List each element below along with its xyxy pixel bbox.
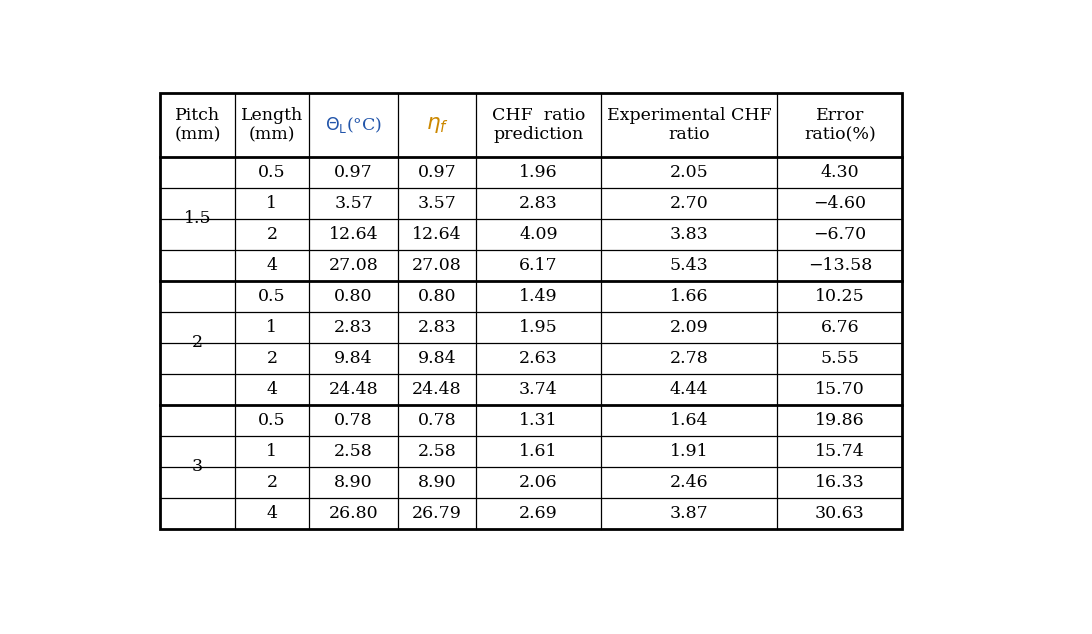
Text: 2.46: 2.46 (669, 474, 709, 491)
Text: 1.64: 1.64 (669, 411, 709, 429)
Text: 1.5: 1.5 (183, 210, 211, 227)
Text: 4: 4 (266, 257, 277, 274)
Text: Error
ratio(%): Error ratio(%) (804, 107, 876, 143)
Text: 3.83: 3.83 (669, 226, 709, 243)
Text: −13.58: −13.58 (808, 257, 871, 274)
Text: 2.70: 2.70 (669, 195, 709, 212)
Text: 2.83: 2.83 (519, 195, 558, 212)
Text: 3: 3 (192, 458, 203, 475)
Text: 5.43: 5.43 (669, 257, 709, 274)
Bar (161, 93, 902, 529)
Text: 2.05: 2.05 (669, 164, 709, 181)
Text: 5.55: 5.55 (820, 349, 859, 366)
Text: 1.91: 1.91 (669, 443, 709, 460)
Text: Length
(mm): Length (mm) (240, 107, 304, 143)
Text: 2.83: 2.83 (334, 319, 373, 335)
Text: 3.74: 3.74 (519, 380, 558, 398)
Text: 6.17: 6.17 (519, 257, 558, 274)
Text: 26.80: 26.80 (329, 505, 379, 522)
Text: 15.74: 15.74 (815, 443, 865, 460)
Text: 8.90: 8.90 (334, 474, 372, 491)
Text: 2.58: 2.58 (417, 443, 456, 460)
Text: 0.5: 0.5 (258, 411, 286, 429)
Text: 2.78: 2.78 (669, 349, 709, 366)
Text: $\eta_f$: $\eta_f$ (426, 115, 449, 135)
Text: 0.80: 0.80 (334, 288, 372, 304)
Text: 0.80: 0.80 (417, 288, 456, 304)
Text: 0.5: 0.5 (258, 288, 286, 304)
Text: 24.48: 24.48 (412, 380, 462, 398)
Text: 1.96: 1.96 (519, 164, 558, 181)
Text: 0.97: 0.97 (417, 164, 456, 181)
Text: 8.90: 8.90 (417, 474, 456, 491)
Text: 12.64: 12.64 (412, 226, 462, 243)
Text: 19.86: 19.86 (815, 411, 865, 429)
Text: 1.31: 1.31 (519, 411, 558, 429)
Text: 9.84: 9.84 (417, 349, 456, 366)
Text: 3.57: 3.57 (334, 195, 373, 212)
Text: 4.44: 4.44 (669, 380, 709, 398)
Text: 2: 2 (266, 474, 277, 491)
Text: 24.48: 24.48 (329, 380, 379, 398)
Text: 2.09: 2.09 (669, 319, 709, 335)
Text: 2: 2 (266, 226, 277, 243)
Text: 0.78: 0.78 (334, 411, 372, 429)
Text: 1: 1 (266, 195, 277, 212)
Text: 2: 2 (192, 334, 203, 351)
Text: −6.70: −6.70 (814, 226, 866, 243)
Text: 15.70: 15.70 (815, 380, 865, 398)
Text: 27.08: 27.08 (329, 257, 379, 274)
Text: 1: 1 (266, 319, 277, 335)
Text: 12.64: 12.64 (329, 226, 379, 243)
Text: −4.60: −4.60 (814, 195, 866, 212)
Text: 2.06: 2.06 (519, 474, 558, 491)
Text: 10.25: 10.25 (815, 288, 865, 304)
Text: Pitch
(mm): Pitch (mm) (175, 107, 221, 143)
Text: 2.83: 2.83 (417, 319, 456, 335)
Text: 2: 2 (266, 349, 277, 366)
Text: 2.69: 2.69 (519, 505, 558, 522)
Text: 9.84: 9.84 (334, 349, 372, 366)
Text: 1.61: 1.61 (519, 443, 558, 460)
Text: 4.30: 4.30 (820, 164, 859, 181)
Text: 16.33: 16.33 (815, 474, 865, 491)
Text: 1.95: 1.95 (519, 319, 558, 335)
Text: 4: 4 (266, 380, 277, 398)
Text: 0.97: 0.97 (334, 164, 373, 181)
Text: 2.63: 2.63 (519, 349, 558, 366)
Text: 26.79: 26.79 (412, 505, 462, 522)
Text: 0.5: 0.5 (258, 164, 286, 181)
Text: CHF  ratio
prediction: CHF ratio prediction (491, 107, 585, 143)
Text: $\Theta_{\rm L}$(°C): $\Theta_{\rm L}$(°C) (325, 115, 382, 135)
Text: 4: 4 (266, 505, 277, 522)
Text: 4.09: 4.09 (519, 226, 558, 243)
Text: 1.49: 1.49 (519, 288, 558, 304)
Text: 2.58: 2.58 (334, 443, 373, 460)
Text: 3.57: 3.57 (417, 195, 456, 212)
Text: 1: 1 (266, 443, 277, 460)
Text: Experimental CHF
ratio: Experimental CHF ratio (607, 107, 772, 143)
Text: 6.76: 6.76 (820, 319, 859, 335)
Text: 27.08: 27.08 (412, 257, 462, 274)
Text: 1.66: 1.66 (669, 288, 709, 304)
Text: 3.87: 3.87 (669, 505, 709, 522)
Text: 30.63: 30.63 (815, 505, 865, 522)
Text: 0.78: 0.78 (417, 411, 456, 429)
